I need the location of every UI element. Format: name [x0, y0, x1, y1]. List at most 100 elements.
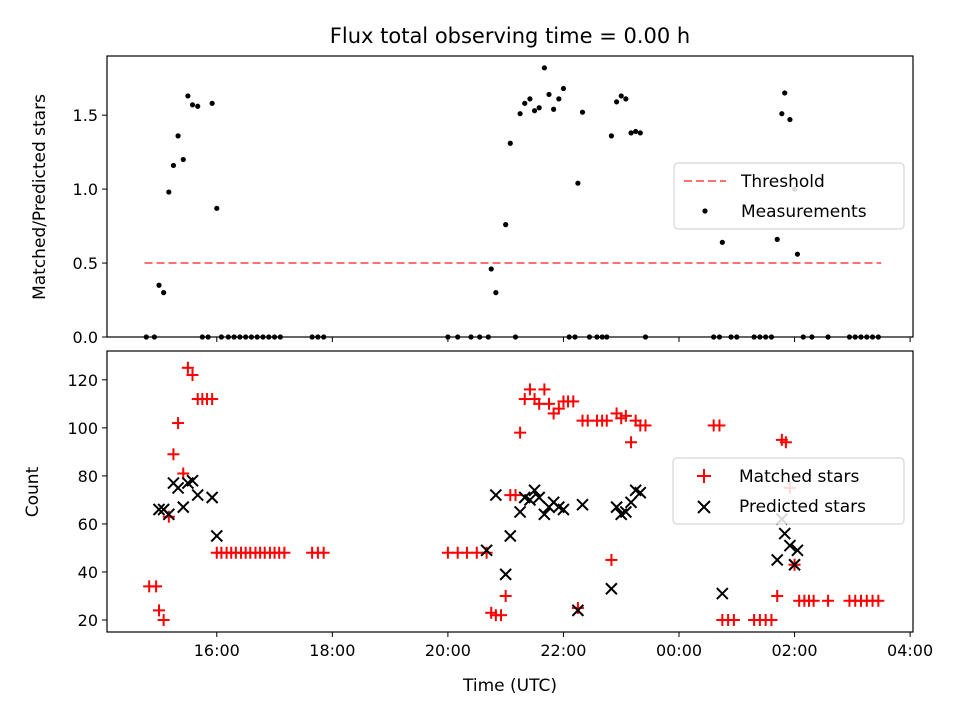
measurements-point	[166, 189, 172, 195]
predicted-stars-point	[504, 529, 517, 543]
measurements-point	[493, 290, 499, 296]
matched-stars-point	[639, 419, 652, 432]
matched-stars-point	[495, 609, 508, 622]
matched-stars-point	[480, 546, 493, 559]
measurements-point	[503, 222, 509, 228]
predicted-stars-point	[783, 539, 797, 552]
count-y-tick-label: 40	[78, 563, 98, 582]
figure-title: Flux total observing time = 0.00 h	[330, 24, 690, 48]
ratio-y-tick-label: 0.0	[73, 328, 98, 347]
measurements-point	[531, 108, 538, 114]
predicted-stars-point	[191, 488, 204, 502]
matched-stars-legend-label: Matched stars	[739, 467, 859, 487]
matched-stars-point	[157, 613, 170, 626]
matched-stars-point	[625, 436, 638, 449]
predicted-stars-point	[177, 500, 190, 514]
x-tick-label: 22:00	[540, 641, 586, 660]
time-x-axis: 16:00 18:00 20:00 22:00 00:00 02:00 04:00	[194, 632, 933, 660]
predicted-stars-point	[528, 484, 541, 497]
matched-stars-point	[600, 414, 613, 427]
matched-stars-point	[552, 402, 565, 415]
matched-stars-point	[153, 604, 165, 617]
measurements-point	[779, 111, 785, 117]
predicted-stars-point	[162, 508, 176, 521]
measurements-point	[161, 290, 167, 296]
matched-stars-point	[317, 546, 330, 559]
matched-stars-point	[807, 594, 820, 607]
count-y-tick-label: 120	[67, 371, 98, 390]
measurements-point	[527, 96, 533, 102]
predicted-stars-point	[152, 503, 166, 516]
time-x-label: Time (UTC)	[462, 676, 557, 696]
ratio-y-tick-label: 1.0	[73, 180, 98, 199]
matched-stars-point	[765, 613, 778, 626]
ratio-x-ticks	[216, 337, 911, 342]
measurements-legend-swatch	[702, 208, 708, 214]
measurements-point	[209, 100, 215, 106]
matched-stars-point	[167, 448, 180, 461]
measurements-point	[560, 85, 567, 92]
measurements-point	[522, 100, 528, 106]
measurements-point	[214, 205, 220, 211]
predicted-stars-point	[624, 496, 638, 509]
measurements-point	[546, 91, 552, 98]
measurements-point	[719, 239, 725, 245]
predicted-stars-point	[778, 527, 791, 540]
matched-stars-point	[571, 601, 584, 614]
ratio-panel: 0.0 0.5 1.0 1.5 Matched/Predicted stars Thr…	[30, 55, 914, 347]
matched-stars-point	[727, 613, 740, 626]
predicted-stars-point	[523, 493, 537, 507]
count-plot-frame	[106, 350, 914, 633]
count-y-axis: 20 40 60 80 100 120	[67, 371, 107, 630]
matched-stars-point	[713, 419, 726, 432]
matched-stars-point	[822, 594, 835, 607]
matched-stars-point	[206, 393, 219, 406]
measurements-point	[579, 109, 586, 115]
count-panel: 20 40 60 80 100 120 16:00 18:00 20:00 22:00 00:00…	[23, 350, 933, 696]
measurements-point	[536, 105, 542, 111]
count-y-label: Count	[23, 466, 43, 517]
count-y-tick-label: 80	[78, 467, 98, 486]
predicted-stars-point	[513, 505, 527, 519]
predicted-stars-point	[605, 582, 618, 595]
measurements-point	[175, 133, 181, 139]
measurements-point	[507, 140, 513, 146]
count-y-tick-label: 20	[78, 611, 98, 630]
ratio-legend-box	[673, 162, 905, 230]
measurements-point	[488, 266, 494, 272]
predicted-stars-point	[557, 503, 570, 516]
x-tick-label: 18:00	[309, 641, 355, 660]
measurements-point	[628, 130, 634, 136]
matched-stars-point	[771, 589, 784, 602]
predicted-stars-point	[532, 491, 546, 504]
predicted-stars-point	[571, 604, 585, 617]
ratio-y-label: Matched/Predicted stars	[30, 94, 50, 300]
matched-stars-point	[186, 369, 199, 382]
matched-stars-point	[278, 546, 291, 559]
predicted-stars-point	[171, 481, 185, 495]
matched-stars-point	[543, 397, 555, 410]
measurements-point	[623, 96, 629, 102]
x-tick-label: 20:00	[425, 641, 471, 660]
measurements-point	[180, 156, 186, 163]
predicted-stars-point	[619, 505, 633, 519]
matched-stars-point	[872, 594, 885, 607]
matched-stars-point	[605, 553, 618, 566]
predicted-stars-point	[791, 544, 804, 557]
matched-stars-point	[162, 510, 175, 523]
measurements-point	[195, 103, 201, 109]
measurements-point	[156, 282, 162, 288]
count-legend-box	[672, 457, 905, 525]
measurements-legend-label: Measurements	[741, 202, 867, 222]
predicted-stars-point	[480, 544, 493, 557]
measurements-point	[633, 128, 639, 135]
measurements-point	[614, 99, 620, 105]
matched-stars-point	[538, 383, 551, 396]
predicted-stars-legend-label: Predicted stars	[739, 497, 866, 517]
predicted-stars-point	[771, 553, 784, 567]
matched-stars-point	[779, 436, 792, 449]
measurements-point	[517, 111, 523, 117]
matched-stars-point	[567, 395, 580, 408]
count-legend: Matched stars Predicted stars	[672, 457, 905, 525]
